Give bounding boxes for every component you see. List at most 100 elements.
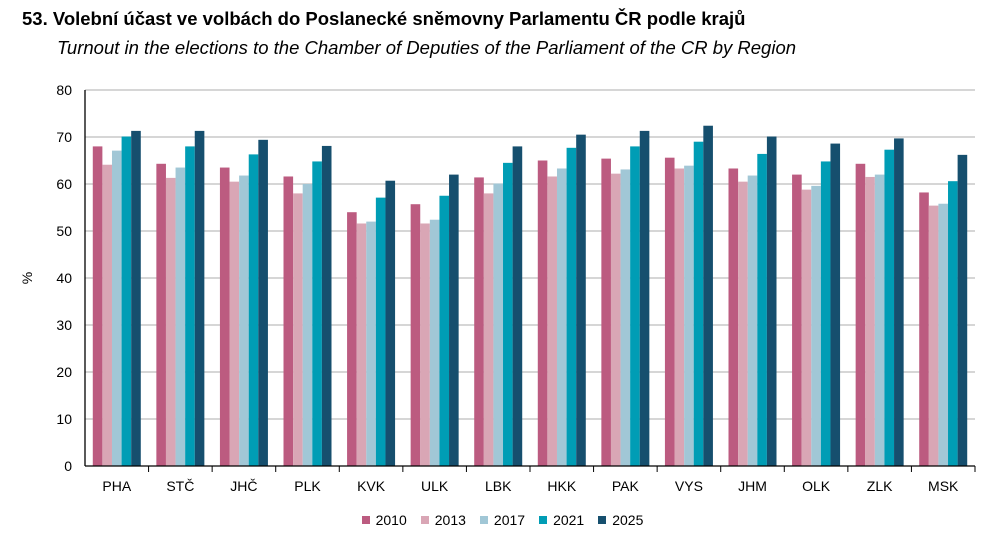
y-tick-label: 70 [56, 129, 72, 145]
bar-2010-OLK [792, 174, 802, 466]
x-tick-label: KVK [357, 478, 386, 494]
bar-2021-HKK [566, 147, 577, 466]
x-tick-label: STČ [166, 478, 194, 494]
bar-2017-OLK [811, 185, 821, 466]
bar-2017-PAK [620, 169, 631, 466]
bar-2013-STČ [165, 177, 176, 466]
y-tick-label: 80 [56, 82, 72, 98]
y-tick-label: 30 [56, 317, 72, 333]
bar-2021-JHČ [248, 154, 259, 466]
bar-2025-ULK [449, 174, 459, 466]
legend-item-2013: 2013 [420, 512, 466, 528]
bar-2017-LBK [493, 183, 504, 466]
bar-2010-PLK [283, 176, 294, 467]
legend-swatch [479, 516, 488, 524]
x-tick-label: JHČ [230, 478, 257, 494]
bar-2025-PHA [131, 130, 141, 466]
bar-2025-OLK [830, 143, 841, 466]
bar-2013-PAK [610, 173, 621, 466]
bar-2010-LBK [474, 177, 484, 467]
legend-item-2010: 2010 [361, 512, 407, 528]
bar-2010-HKK [537, 160, 548, 466]
bar-2025-HKK [576, 134, 586, 466]
y-tick-label: 10 [56, 411, 72, 427]
bar-2010-VYS [664, 157, 675, 466]
y-tick-label: 60 [56, 176, 72, 192]
bar-2013-JHČ [229, 181, 240, 466]
bar-2025-MSK [957, 154, 968, 467]
legend-swatch [598, 516, 607, 524]
bar-2025-JHČ [258, 139, 268, 466]
bar-2010-ULK [410, 204, 421, 466]
bar-2013-KVK [356, 223, 367, 466]
bar-2010-ZLK [855, 163, 866, 467]
bar-2021-OLK [820, 161, 831, 466]
bar-2017-VYS [684, 165, 694, 467]
y-axis-label: % [19, 272, 35, 284]
bar-2021-KVK [375, 197, 386, 466]
bar-2025-LBK [512, 146, 523, 466]
bar-2021-LBK [503, 162, 513, 466]
y-tick-label: 0 [64, 458, 72, 474]
x-tick-label: PAK [612, 478, 640, 494]
x-tick-label: PLK [294, 478, 321, 494]
x-tick-label: MSK [928, 478, 959, 494]
bar-2021-VYS [693, 141, 704, 466]
x-tick-label: LBK [485, 478, 512, 494]
x-tick-label: ZLK [867, 478, 893, 494]
x-tick-label: JHM [738, 478, 767, 494]
legend: 2010 2013 2017 2021 2025 [0, 512, 1005, 528]
bar-2025-ZLK [894, 138, 904, 466]
bar-2017-PHA [111, 150, 122, 466]
y-tick-label: 50 [56, 223, 72, 239]
bar-2017-STČ [175, 167, 186, 467]
bar-2017-ZLK [874, 174, 885, 466]
bar-2017-PLK [302, 184, 313, 466]
legend-swatch [361, 516, 370, 524]
bar-2021-ULK [439, 195, 450, 466]
bar-2017-MSK [938, 203, 949, 467]
bar-2025-PAK [639, 130, 650, 466]
bar-2021-PHA [121, 136, 132, 466]
legend-item-2025: 2025 [598, 512, 643, 528]
chart-subtitle: Turnout in the elections to the Chamber … [57, 37, 797, 58]
y-tick-label: 20 [56, 364, 72, 380]
bar-2017-HKK [556, 168, 567, 467]
legend-item-2021: 2021 [539, 512, 584, 528]
bar-2010-MSK [919, 192, 929, 466]
legend-label: 2025 [612, 512, 644, 528]
bar-2025-KVK [385, 180, 396, 466]
bar-2010-KVK [347, 212, 357, 466]
x-tick-label: PHA [102, 478, 131, 494]
bar-2021-JHM [757, 153, 767, 467]
legend-label: 2017 [493, 512, 526, 528]
y-tick-label: 40 [56, 270, 72, 286]
x-tick-label: HKK [547, 478, 576, 494]
bar-2013-PHA [102, 164, 112, 467]
legend-label: 2021 [553, 512, 585, 528]
bar-2013-OLK [801, 189, 812, 466]
bar-2013-HKK [547, 176, 557, 467]
chart-title: 53. Volební účast ve volbách do Poslanec… [22, 8, 746, 29]
bar-2021-PLK [312, 161, 322, 466]
bar-2017-JHČ [239, 175, 249, 467]
bar-2010-STČ [156, 163, 166, 467]
bar-2017-KVK [366, 221, 376, 466]
legend-item-2017: 2017 [479, 512, 526, 528]
legend-label: 2013 [434, 512, 466, 528]
bar-2025-STČ [194, 130, 205, 466]
bar-2013-ULK [420, 223, 430, 466]
bar-2010-PHA [92, 146, 103, 466]
legend-swatch [420, 516, 429, 524]
bar-2025-PLK [321, 145, 332, 466]
bar-2017-JHM [747, 175, 758, 467]
bar-2010-JHČ [219, 167, 230, 467]
bar-2013-LBK [483, 193, 494, 466]
bar-2025-VYS [703, 125, 713, 466]
bar-2021-PAK [630, 146, 640, 466]
bar-2013-JHM [738, 181, 748, 466]
bar-2013-PLK [293, 193, 303, 466]
x-tick-label: ULK [421, 478, 449, 494]
bar-2021-ZLK [884, 149, 895, 466]
